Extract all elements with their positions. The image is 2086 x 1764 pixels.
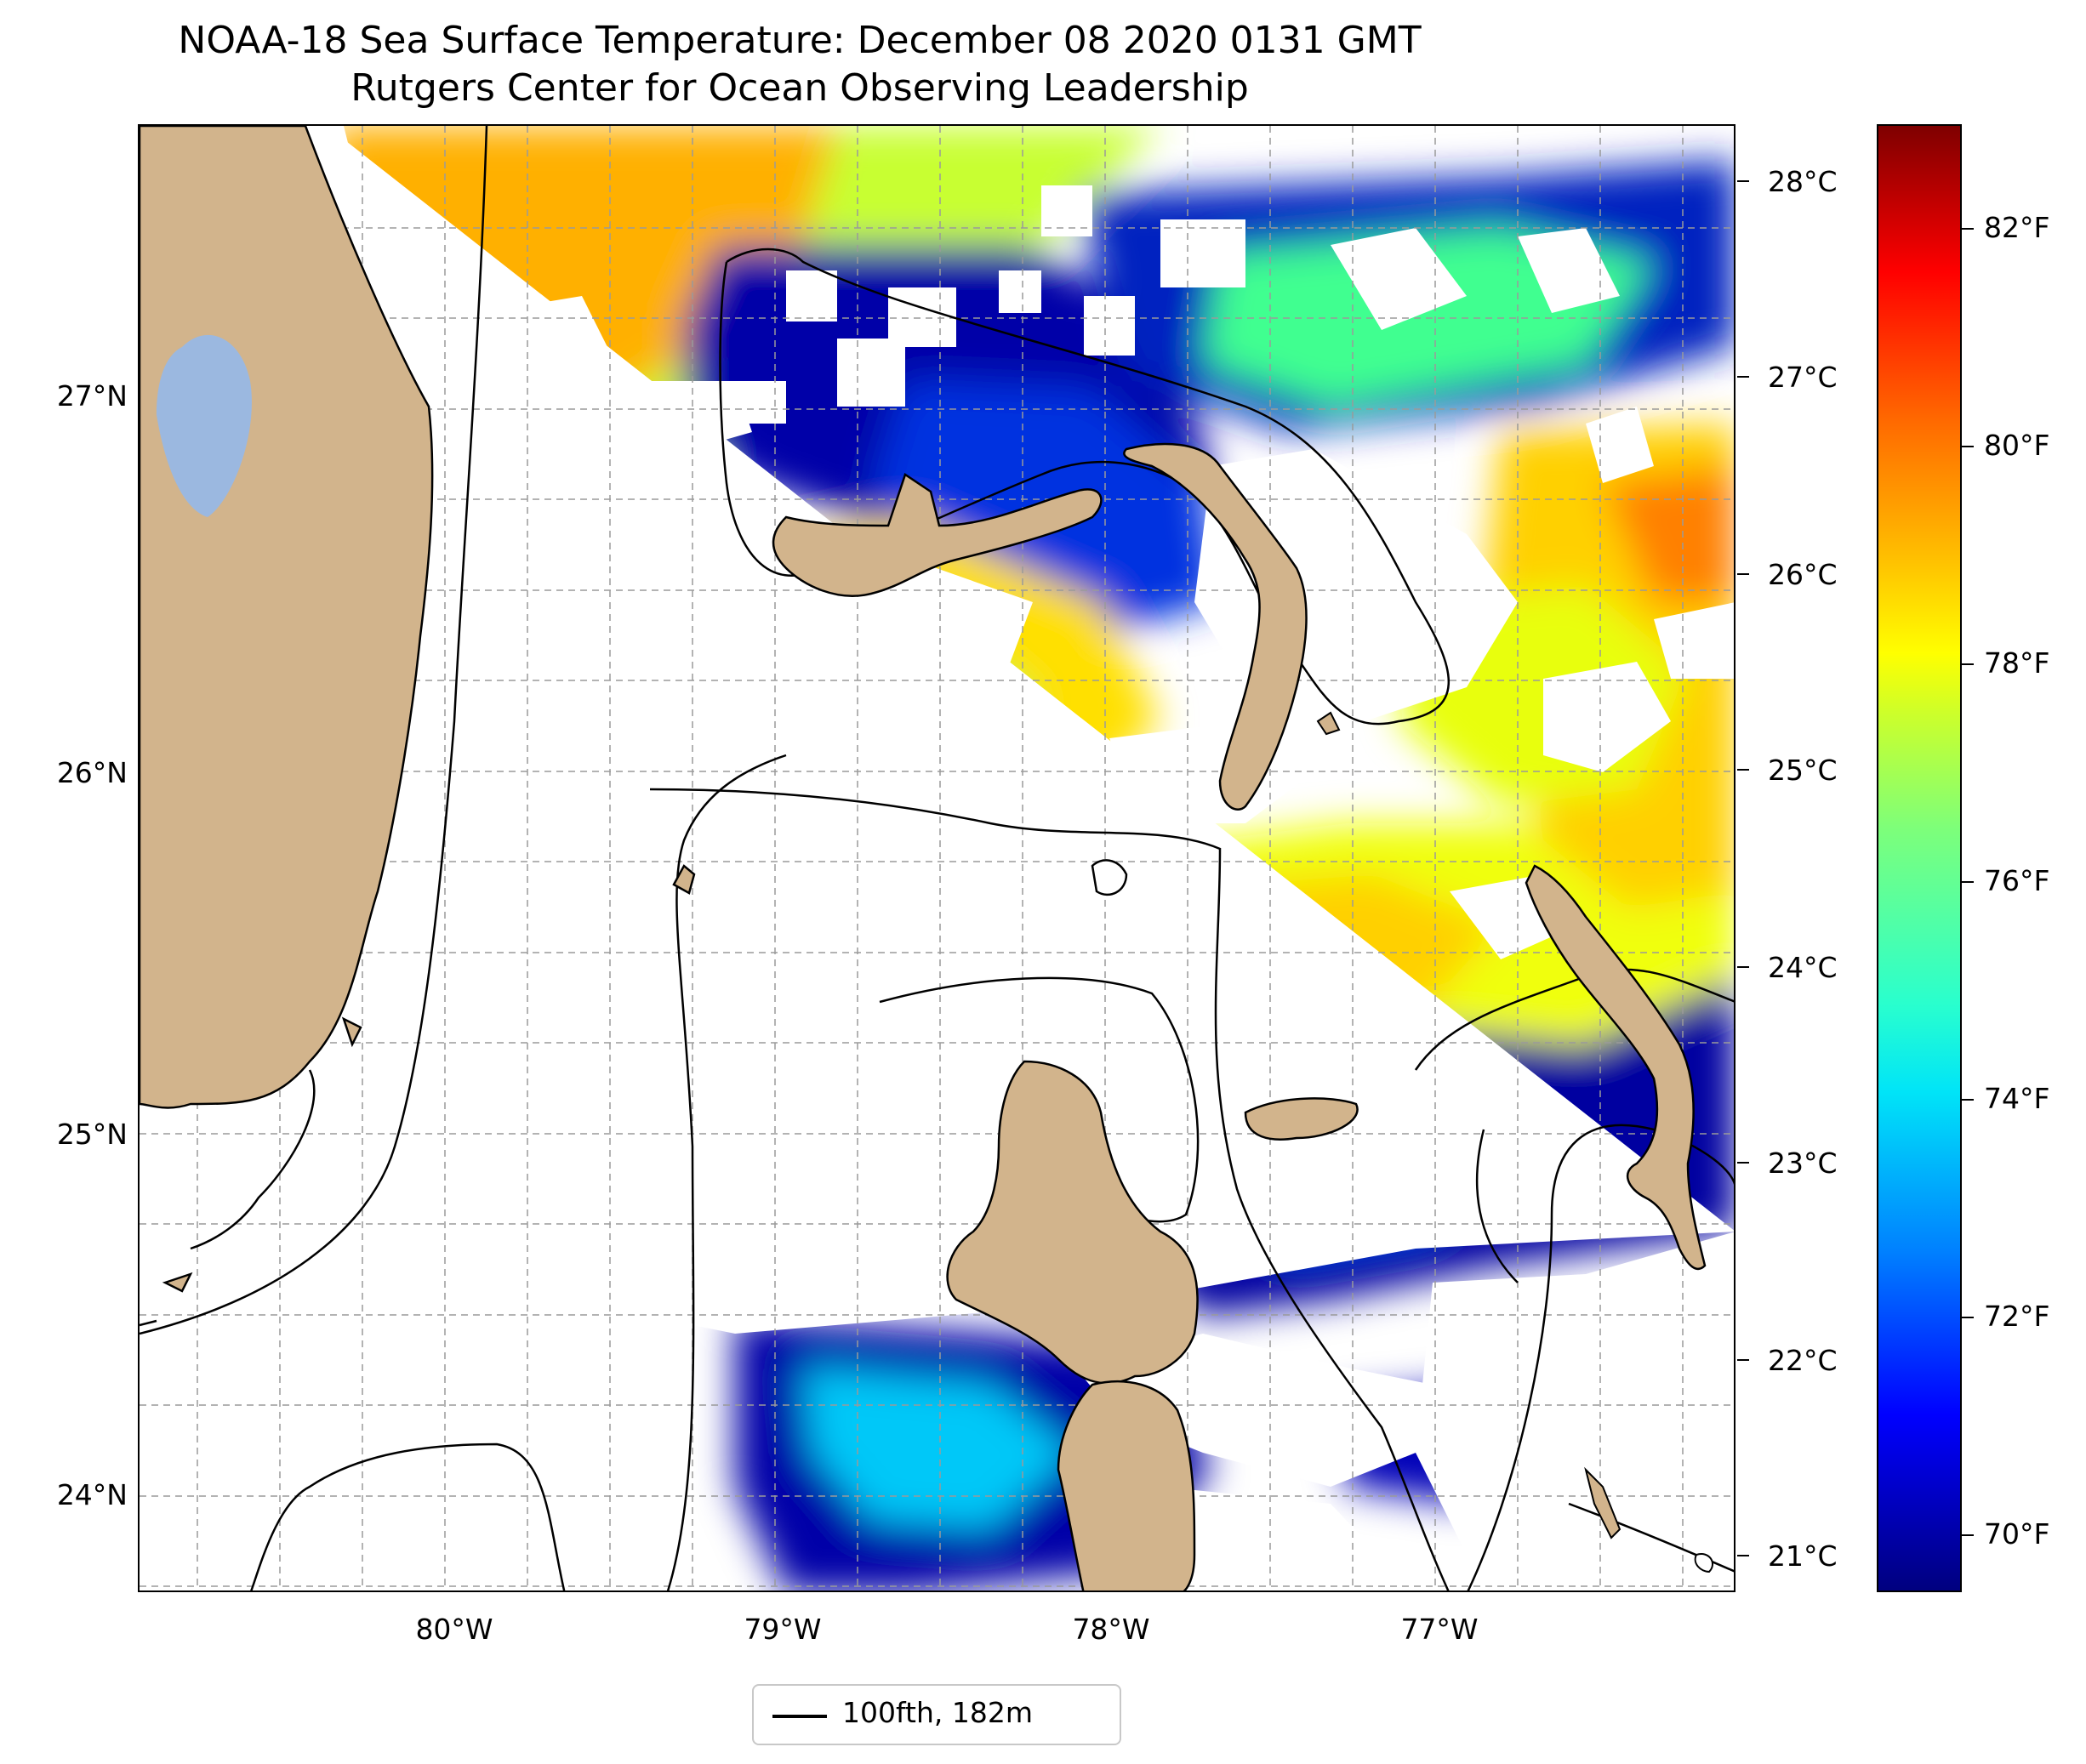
fahrenheit-tick-label: 76°F xyxy=(1984,864,2050,897)
fahrenheit-tick-label: 70°F xyxy=(1984,1517,2050,1551)
land-new-providence xyxy=(1244,1097,1359,1141)
celsius-tick-label: 24°C xyxy=(1768,951,1838,984)
celsius-tick-mark xyxy=(1737,966,1749,968)
fahrenheit-tick-label: 78°F xyxy=(1984,646,2050,680)
legend: 100fth, 182m xyxy=(752,1684,1121,1745)
fahrenheit-tick-mark xyxy=(1962,1099,1974,1101)
celsius-tick-mark xyxy=(1737,1162,1749,1164)
celsius-tick-label: 28°C xyxy=(1768,165,1838,198)
lon-tick-label: 77°W xyxy=(1400,1613,1479,1646)
map-subtitle: Rutgers Center for Ocean Observing Leade… xyxy=(351,66,1249,110)
land-exuma xyxy=(1584,1466,1621,1539)
map-frame xyxy=(138,124,1735,1592)
celsius-tick-label: 21°C xyxy=(1768,1539,1838,1573)
fahrenheit-tick-mark xyxy=(1962,1317,1974,1318)
fahrenheit-tick-mark xyxy=(1962,663,1974,665)
celsius-tick-mark xyxy=(1737,769,1749,771)
fahrenheit-tick-mark xyxy=(1962,881,1974,883)
land-eleuthera xyxy=(1525,864,1707,1271)
map-canvas xyxy=(140,126,1734,1590)
land-great-abaco xyxy=(1123,442,1308,811)
celsius-tick-label: 23°C xyxy=(1768,1147,1838,1180)
land-cay-east xyxy=(1694,1553,1713,1573)
land-grand-bahama xyxy=(772,473,1103,597)
map-title: NOAA-18 Sea Surface Temperature: Decembe… xyxy=(178,19,1422,62)
celsius-tick-mark xyxy=(1737,573,1749,575)
fahrenheit-tick-mark xyxy=(1962,228,1974,230)
celsius-tick-mark xyxy=(1737,1555,1749,1556)
land-bimini xyxy=(672,864,696,895)
legend-line-swatch xyxy=(772,1715,827,1718)
fahrenheit-tick-label: 82°F xyxy=(1984,211,2050,244)
celsius-tick-mark xyxy=(1737,1359,1749,1361)
fahrenheit-tick-mark xyxy=(1962,446,1974,447)
land-berry-islands xyxy=(1091,859,1128,896)
fahrenheit-tick-label: 74°F xyxy=(1984,1082,2050,1115)
land-small-cay xyxy=(1316,711,1341,736)
fahrenheit-tick-mark xyxy=(1962,1534,1974,1536)
lon-tick-label: 79°W xyxy=(744,1613,822,1646)
lon-tick-label: 78°W xyxy=(1072,1613,1150,1646)
celsius-tick-label: 22°C xyxy=(1768,1344,1838,1377)
land-andros-south xyxy=(1057,1380,1196,1590)
fahrenheit-tick-label: 80°F xyxy=(1984,429,2050,462)
celsius-tick-label: 25°C xyxy=(1768,754,1838,787)
fahrenheit-tick-label: 72°F xyxy=(1984,1300,2050,1333)
lat-tick-label: 27°N xyxy=(56,379,128,413)
lake-okeechobee xyxy=(157,334,252,517)
celsius-tick-mark xyxy=(1737,180,1749,182)
lat-tick-label: 24°N xyxy=(56,1478,128,1511)
celsius-tick-label: 27°C xyxy=(1768,361,1838,394)
sst-colorbar xyxy=(1877,124,1962,1592)
legend-label: 100fth, 182m xyxy=(842,1696,1033,1729)
celsius-tick-mark xyxy=(1737,376,1749,378)
lat-tick-label: 25°N xyxy=(56,1118,128,1151)
lon-tick-label: 80°W xyxy=(415,1613,493,1646)
land-florida xyxy=(140,126,434,1327)
celsius-tick-label: 26°C xyxy=(1768,558,1838,591)
lat-tick-label: 26°N xyxy=(56,756,128,789)
